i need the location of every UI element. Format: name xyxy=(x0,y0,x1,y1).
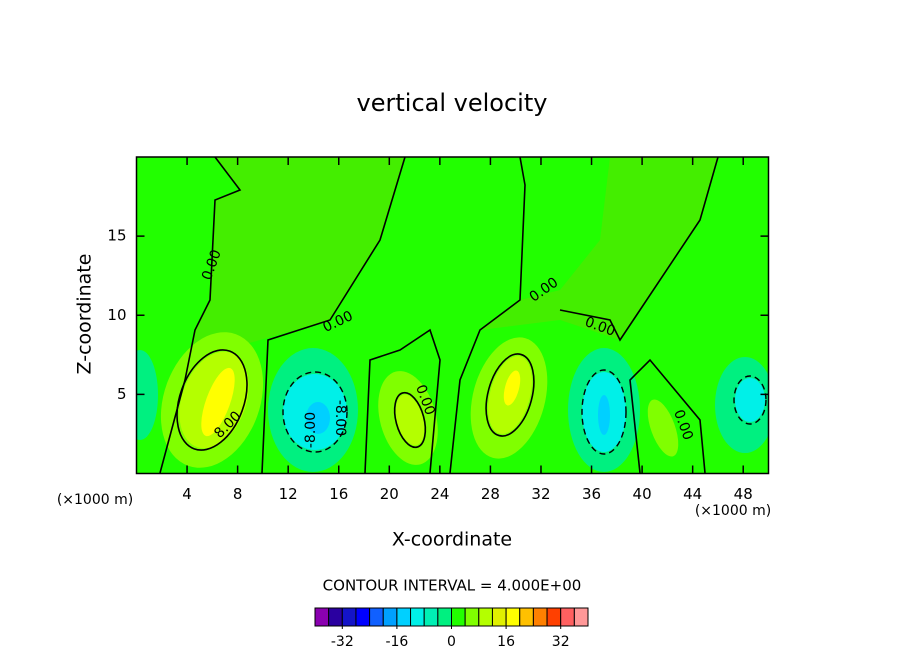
colorbar-box xyxy=(464,607,480,627)
x-tick-label: 40 xyxy=(633,485,652,503)
colorbar-box xyxy=(341,607,357,627)
colorbar-box xyxy=(314,607,330,627)
x-tick-label: 48 xyxy=(734,485,753,503)
x-tick-label: 36 xyxy=(582,485,601,503)
colorbar-box xyxy=(532,607,548,627)
colorbar-tick-label: 0 xyxy=(447,634,456,650)
contour-field xyxy=(136,157,769,474)
y-tick-label: 15 xyxy=(107,227,126,245)
colorbar-tick-label: -32 xyxy=(331,634,354,650)
x-axis-label: X-coordinate xyxy=(392,529,512,551)
x-tick-label: 32 xyxy=(531,485,550,503)
colorbar-box xyxy=(382,607,398,627)
colorbar-box xyxy=(478,607,493,627)
y-axis-label: Z-coordinate xyxy=(74,254,96,375)
contour-label: -8.00 xyxy=(332,400,348,436)
colorbar-box xyxy=(410,607,425,627)
colorbar-box xyxy=(505,607,521,627)
colorbar-box xyxy=(396,607,412,627)
colorbar-box xyxy=(328,607,343,627)
x-tick-label: 12 xyxy=(279,485,298,503)
contour-label: -8.00 xyxy=(303,412,319,448)
colorbar-box xyxy=(437,607,453,627)
colorbar-tick-label: -16 xyxy=(385,634,408,650)
colorbar-box xyxy=(519,607,534,627)
contour-interval: CONTOUR INTERVAL = 4.000E+00 xyxy=(323,577,582,595)
x-tick-label: 16 xyxy=(329,485,348,503)
colorbar-box xyxy=(560,607,575,627)
y-tick-label: 5 xyxy=(117,385,127,403)
x-tick-label: 28 xyxy=(481,485,500,503)
y-tick-label: 10 xyxy=(107,306,126,324)
colorbar-box xyxy=(355,607,371,627)
x-tick-label: 4 xyxy=(182,485,192,503)
colorbar-box xyxy=(491,607,507,627)
x-tick-label: 8 xyxy=(233,485,243,503)
colorbar-tick-label: 16 xyxy=(497,634,515,650)
x-unit-label: (×1000 m) xyxy=(57,492,133,508)
colorbar-box xyxy=(546,607,562,627)
colorbar-box xyxy=(369,607,384,627)
chart-title: vertical velocity xyxy=(357,89,548,117)
x-tick-label: 20 xyxy=(380,485,399,503)
colorbar-box xyxy=(451,607,466,627)
x-tick-label: 44 xyxy=(683,485,702,503)
colorbar-box xyxy=(423,607,439,627)
colorbar-tick-label: 32 xyxy=(552,634,570,650)
x-unit-label: (×1000 m) xyxy=(695,503,771,519)
colorbar-box xyxy=(573,607,589,627)
x-tick-label: 24 xyxy=(430,485,449,503)
